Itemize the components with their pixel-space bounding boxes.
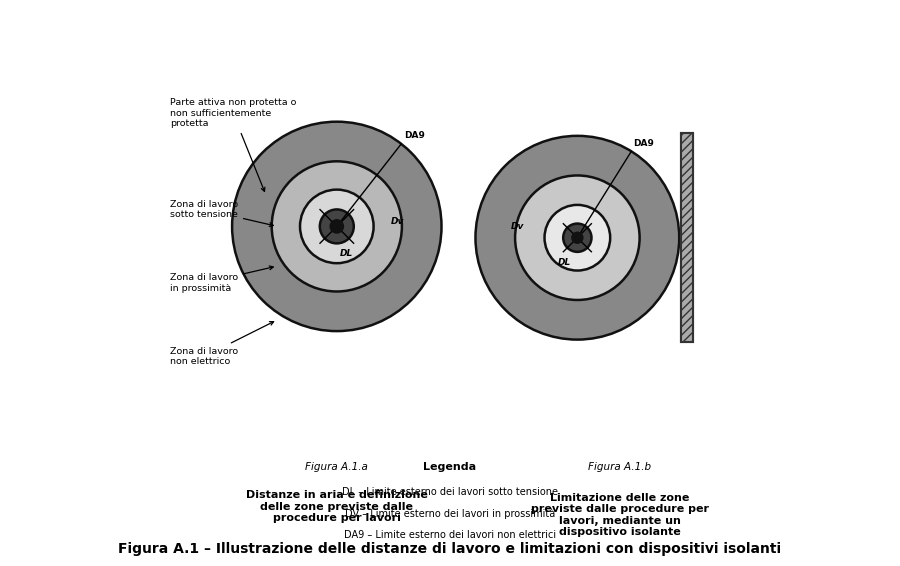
Text: Zona di lavoro
non elettrico: Zona di lavoro non elettrico xyxy=(170,321,274,366)
Text: DL – Limite esterno dei lavori sotto tensione: DL – Limite esterno dei lavori sotto ten… xyxy=(342,487,558,498)
Circle shape xyxy=(515,175,640,300)
Text: Dv: Dv xyxy=(511,222,524,231)
Circle shape xyxy=(320,209,354,243)
Circle shape xyxy=(272,161,402,291)
Text: Limitazione delle zone
previste dalle procedure per
lavori, mediante un
disposit: Limitazione delle zone previste dalle pr… xyxy=(531,492,709,538)
Text: Legenda: Legenda xyxy=(423,462,477,472)
Circle shape xyxy=(563,224,591,252)
Text: Zona di lavoro
in prossimità: Zona di lavoro in prossimità xyxy=(170,266,274,293)
Circle shape xyxy=(475,136,680,340)
Text: Figura A.1 – Illustrazione delle distanze di lavoro e limitazioni con dispositiv: Figura A.1 – Illustrazione delle distanz… xyxy=(119,542,781,556)
Text: DA9: DA9 xyxy=(404,131,425,140)
Text: Distanze in aria e definizione
delle zone previste dalle
procedure per lavori: Distanze in aria e definizione delle zon… xyxy=(246,490,428,523)
Text: Figura A.1.a: Figura A.1.a xyxy=(305,462,368,472)
Bar xyxy=(681,133,693,342)
Text: DL: DL xyxy=(558,258,572,267)
Text: DA9 – Limite esterno dei lavori non elettrici: DA9 – Limite esterno dei lavori non elet… xyxy=(344,530,556,541)
Circle shape xyxy=(232,122,442,331)
Text: Dv: Dv xyxy=(392,217,404,226)
Circle shape xyxy=(572,231,583,244)
Circle shape xyxy=(544,205,610,271)
Bar xyxy=(681,133,693,342)
Text: Parte attiva non protetta o
non sufficientemente
protetta: Parte attiva non protetta o non sufficie… xyxy=(170,98,296,191)
Text: DV – Limite esterno dei lavori in prossimità: DV – Limite esterno dei lavori in prossi… xyxy=(345,509,555,519)
Circle shape xyxy=(300,190,373,263)
Circle shape xyxy=(329,219,344,234)
Text: DA9: DA9 xyxy=(633,139,654,148)
Text: DL: DL xyxy=(340,249,354,258)
Text: Figura A.1.b: Figura A.1.b xyxy=(589,462,652,472)
Text: Zona di lavoro
sotto tensione: Zona di lavoro sotto tensione xyxy=(170,200,274,226)
